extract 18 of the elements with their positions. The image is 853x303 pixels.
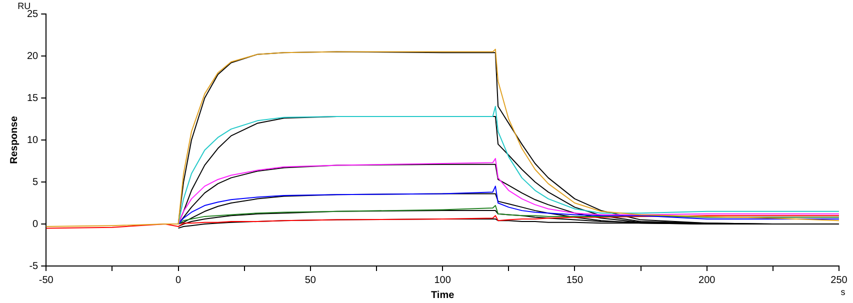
y-tick-label: 0 bbox=[32, 218, 39, 230]
y-tick-label: 15 bbox=[27, 92, 39, 104]
y-tick-label: 10 bbox=[27, 134, 39, 146]
y-tick-label: 20 bbox=[27, 50, 39, 62]
y-axis-title: Response bbox=[8, 116, 20, 164]
x-tick-label: 200 bbox=[698, 274, 716, 286]
x-tick-label: -50 bbox=[38, 274, 54, 286]
x-tick-label: 0 bbox=[175, 274, 182, 286]
y-tick-label: 25 bbox=[27, 8, 39, 20]
x-tick-label: 250 bbox=[830, 274, 848, 286]
x-tick-label: 150 bbox=[566, 274, 584, 286]
y-tick-label: -5 bbox=[29, 260, 39, 272]
x-tick-label: 50 bbox=[304, 274, 316, 286]
x-tick-label: 100 bbox=[434, 274, 452, 286]
x-axis-title: Time bbox=[430, 290, 455, 301]
text: s bbox=[840, 286, 846, 297]
text: RU bbox=[18, 0, 31, 11]
y-tick-label: 5 bbox=[32, 176, 39, 188]
